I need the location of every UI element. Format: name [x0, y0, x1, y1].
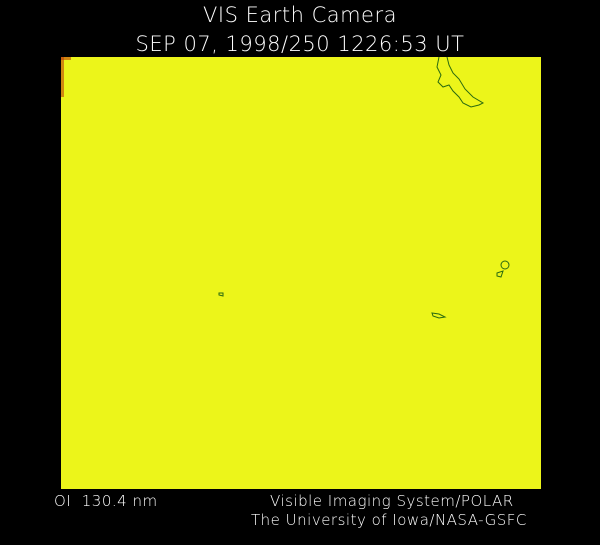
filter-label: OI 130.4 nm	[54, 492, 158, 510]
credit-line-2: The University of Iowa/NASA-GSFC	[251, 511, 527, 529]
coastline	[436, 57, 485, 108]
coastline	[496, 260, 510, 278]
image-datetime: SEP 07, 1998/250 1226:53 UT	[135, 32, 465, 56]
earth-camera-image	[61, 57, 541, 489]
edge-artifact	[61, 57, 71, 60]
coastline	[218, 292, 224, 297]
credit-line-1: Visible Imaging System/POLAR	[270, 492, 514, 510]
coastline-overlay	[61, 57, 510, 319]
image-title: VIS Earth Camera	[203, 3, 397, 27]
edge-artifact	[61, 57, 64, 97]
coastline	[431, 312, 447, 319]
